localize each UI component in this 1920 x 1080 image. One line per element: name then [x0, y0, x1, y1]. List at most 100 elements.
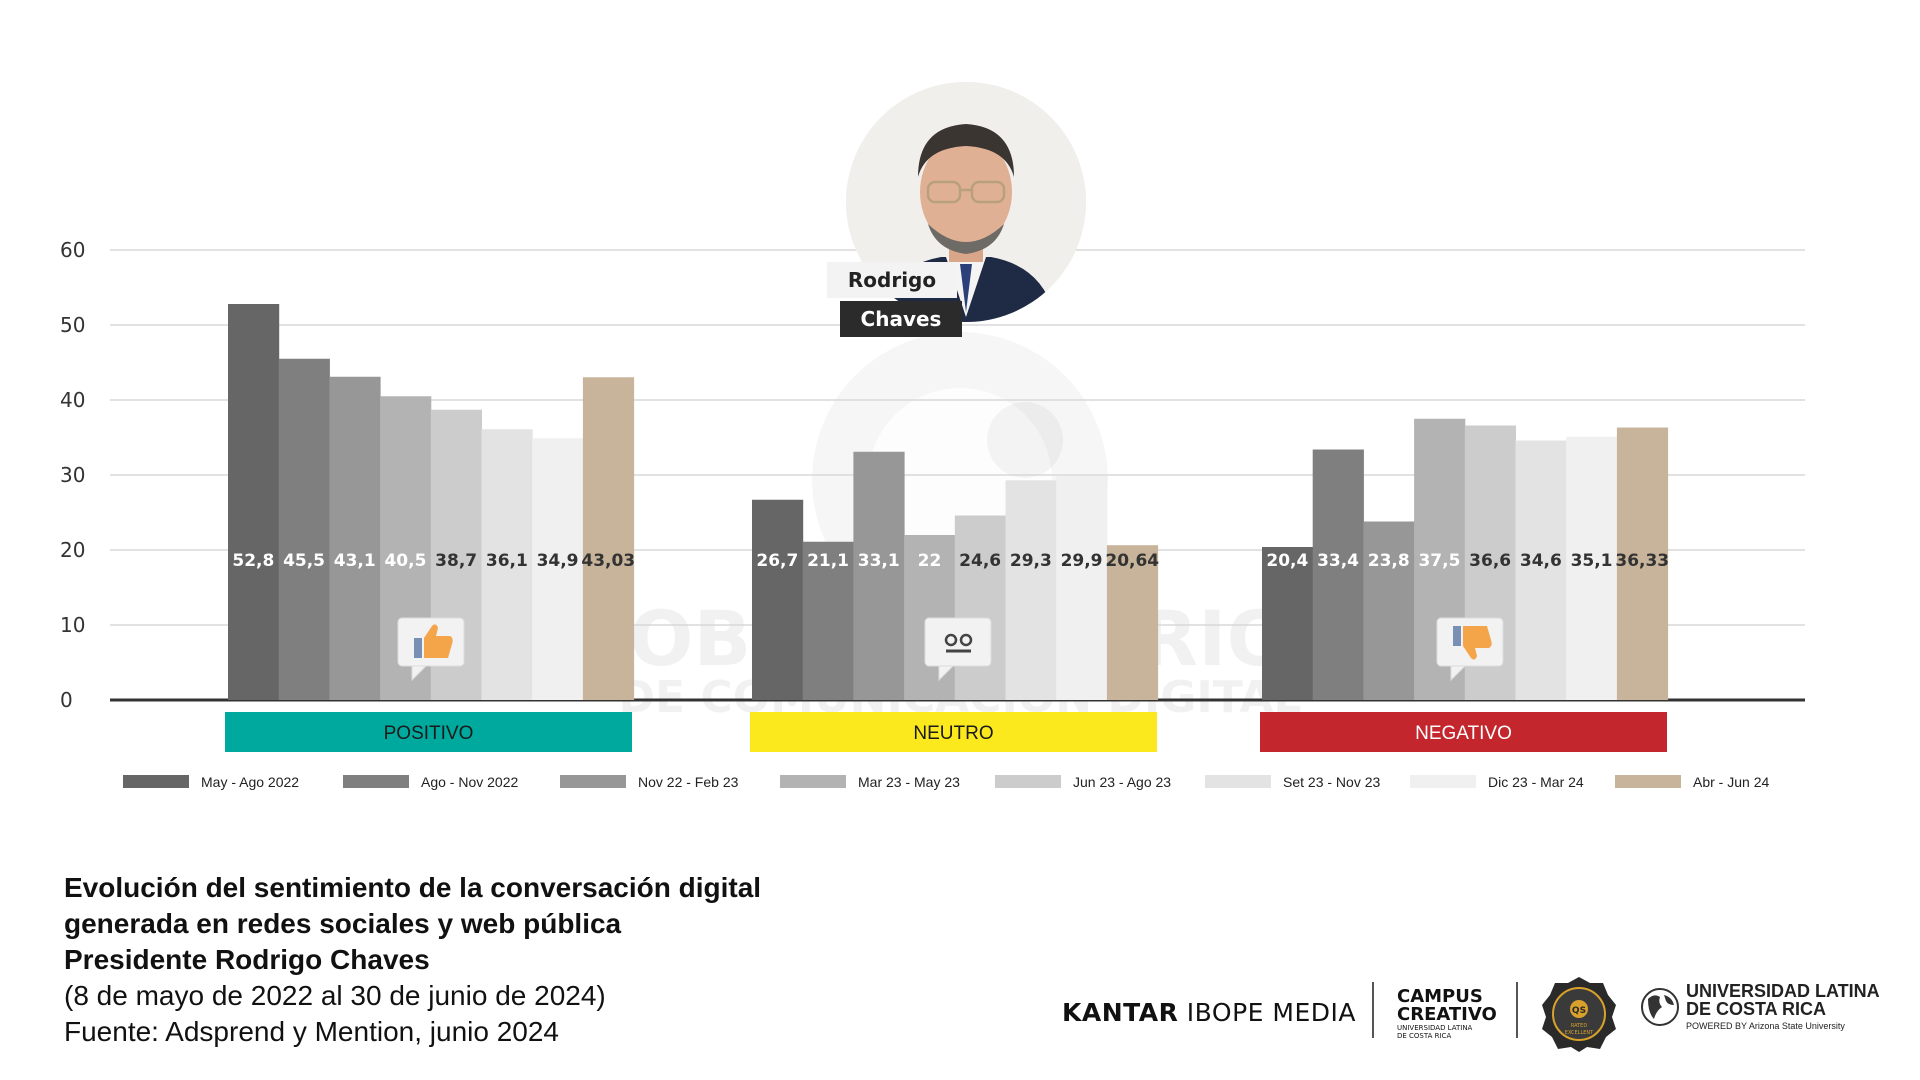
- category-label: NEUTRO: [913, 723, 993, 744]
- bar: [582, 377, 635, 700]
- bar-value-label: 23,8: [1368, 551, 1410, 571]
- bar-value-label: 43,1: [334, 551, 376, 571]
- category-band: [225, 712, 632, 752]
- legend-label: Dic 23 - Mar 24: [1488, 774, 1584, 790]
- y-tick-label: 30: [60, 463, 85, 487]
- ulatina-line1: UNIVERSIDAD LATINA: [1686, 981, 1880, 1001]
- legend-label: Jun 23 - Ago 23: [1073, 774, 1171, 790]
- campus-line4: DE COSTA RICA: [1397, 1032, 1452, 1040]
- campus-line2: CREATIVO: [1397, 1004, 1497, 1025]
- bar-value-label: 29,9: [1061, 551, 1103, 571]
- bar-value-label: 26,7: [756, 551, 798, 571]
- legend-label: Mar 23 - May 23: [858, 774, 960, 790]
- bar: [1566, 436, 1618, 700]
- bar: [532, 438, 584, 700]
- sentiment-icons: [397, 617, 1504, 682]
- bar-value-label: 34,6: [1520, 551, 1562, 571]
- category-label: NEGATIVO: [1415, 723, 1512, 744]
- legend-label: Ago - Nov 2022: [421, 774, 518, 790]
- caption-title-line2: generada en redes sociales y web pública: [64, 908, 622, 939]
- bar-value-label: 21,1: [807, 551, 849, 571]
- y-tick-label: 10: [60, 613, 85, 637]
- chart-caption: Evolución del sentimiento de la conversa…: [64, 870, 964, 1050]
- bar-value-label: 37,5: [1418, 551, 1460, 571]
- bar-value-label: 36,1: [486, 551, 528, 571]
- bar: [1106, 545, 1159, 700]
- legend-swatch: [123, 775, 189, 788]
- bar-value-label: 33,1: [858, 551, 900, 571]
- legend-label: Nov 22 - Feb 23: [638, 774, 739, 790]
- campus-line1: CAMPUS: [1397, 986, 1483, 1007]
- portrait-last-name: Chaves: [840, 301, 962, 337]
- kantar-ibope-logo: KANTAR IBOPE MEDIA: [1062, 998, 1356, 1027]
- thumbs-up-icon: [397, 617, 465, 682]
- bar: [329, 376, 381, 700]
- campus-line3: UNIVERSIDAD LATINA: [1397, 1024, 1473, 1032]
- bar: [1262, 547, 1314, 700]
- bar-value-labels: 52,8 26,7 20,4 45,5 21,1 33,4 43,1 33,1 23,8 40,5…: [232, 551, 1669, 571]
- bar-value-label: 43,03: [581, 551, 635, 571]
- kantar-logo-rest: IBOPE MEDIA: [1178, 998, 1356, 1027]
- bar: [752, 499, 804, 700]
- legend-swatch: [343, 775, 409, 788]
- legend-label: May - Ago 2022: [201, 774, 299, 790]
- caption-title-line3: Presidente Rodrigo Chaves: [64, 944, 430, 975]
- bar-value-label: 34,9: [537, 551, 579, 571]
- globe-icon: [1641, 988, 1679, 1026]
- caption-date-range: (8 de mayo de 2022 al 30 de junio de 202…: [64, 980, 606, 1011]
- category-bands: POSITIVO NEUTRO NEGATIVO: [225, 712, 1667, 752]
- y-tick-label: 0: [60, 688, 73, 712]
- bar: [278, 358, 330, 700]
- bar: [481, 429, 533, 700]
- bar-value-label: 36,33: [1615, 551, 1669, 571]
- bar: [1515, 440, 1567, 700]
- category-band: [750, 712, 1157, 752]
- badge-sub2: EXCELLENT: [1565, 1030, 1594, 1036]
- legend-label: Set 23 - Nov 23: [1283, 774, 1380, 790]
- bar-value-label: 52,8: [232, 551, 274, 571]
- logo-divider: [1372, 982, 1374, 1038]
- bar: [1056, 475, 1108, 700]
- bar-value-label: 22: [918, 551, 942, 571]
- legend-swatch: [995, 775, 1061, 788]
- bar: [228, 304, 280, 700]
- logo-divider: [1516, 982, 1518, 1038]
- neutral-face-icon: [924, 617, 992, 682]
- bar: [802, 541, 854, 700]
- caption-title-line1: Evolución del sentimiento de la conversa…: [64, 872, 762, 903]
- legend-swatch: [560, 775, 626, 788]
- campus-creativo-logo: CAMPUS CREATIVO UNIVERSIDAD LATINA DE CO…: [1397, 986, 1497, 1041]
- bar-value-label: 45,5: [283, 551, 325, 571]
- bar-value-label: 35,1: [1571, 551, 1613, 571]
- portrait-first-name: Rodrigo: [827, 262, 957, 298]
- legend-label: Abr - Jun 24: [1693, 774, 1769, 790]
- ulatina-line2: DE COSTA RICA: [1686, 999, 1827, 1019]
- bar: [1363, 521, 1415, 700]
- bar-value-label: 38,7: [435, 551, 477, 571]
- bar-value-label: 20,4: [1266, 551, 1308, 571]
- bar-value-label: 20,64: [1105, 551, 1159, 571]
- bars: [228, 304, 1669, 700]
- badge-text: QS: [1572, 1006, 1586, 1016]
- y-tick-label: 60: [60, 238, 85, 262]
- bar-value-label: 36,6: [1469, 551, 1511, 571]
- legend-swatch: [1205, 775, 1271, 788]
- bar: [853, 451, 905, 700]
- y-tick-label: 50: [60, 313, 85, 337]
- category-band: [1260, 712, 1667, 752]
- category-label: POSITIVO: [384, 723, 474, 744]
- legend-swatch: [1410, 775, 1476, 788]
- bar: [1616, 427, 1669, 700]
- y-tick-label: 40: [60, 388, 85, 412]
- bar: [1312, 449, 1364, 700]
- bar-value-label: 29,3: [1010, 551, 1052, 571]
- thumbs-down-icon: [1436, 617, 1504, 682]
- badge-sub1: RATED: [1571, 1023, 1588, 1029]
- y-tick-label: 20: [60, 538, 85, 562]
- bar: [954, 515, 1006, 700]
- legend: May - Ago 2022 Ago - Nov 2022 Nov 22 - Feb…: [123, 774, 1769, 790]
- caption-source: Fuente: Adsprend y Mention, junio 2024: [64, 1016, 560, 1047]
- bar-value-label: 33,4: [1317, 551, 1359, 571]
- bar: [1005, 480, 1057, 700]
